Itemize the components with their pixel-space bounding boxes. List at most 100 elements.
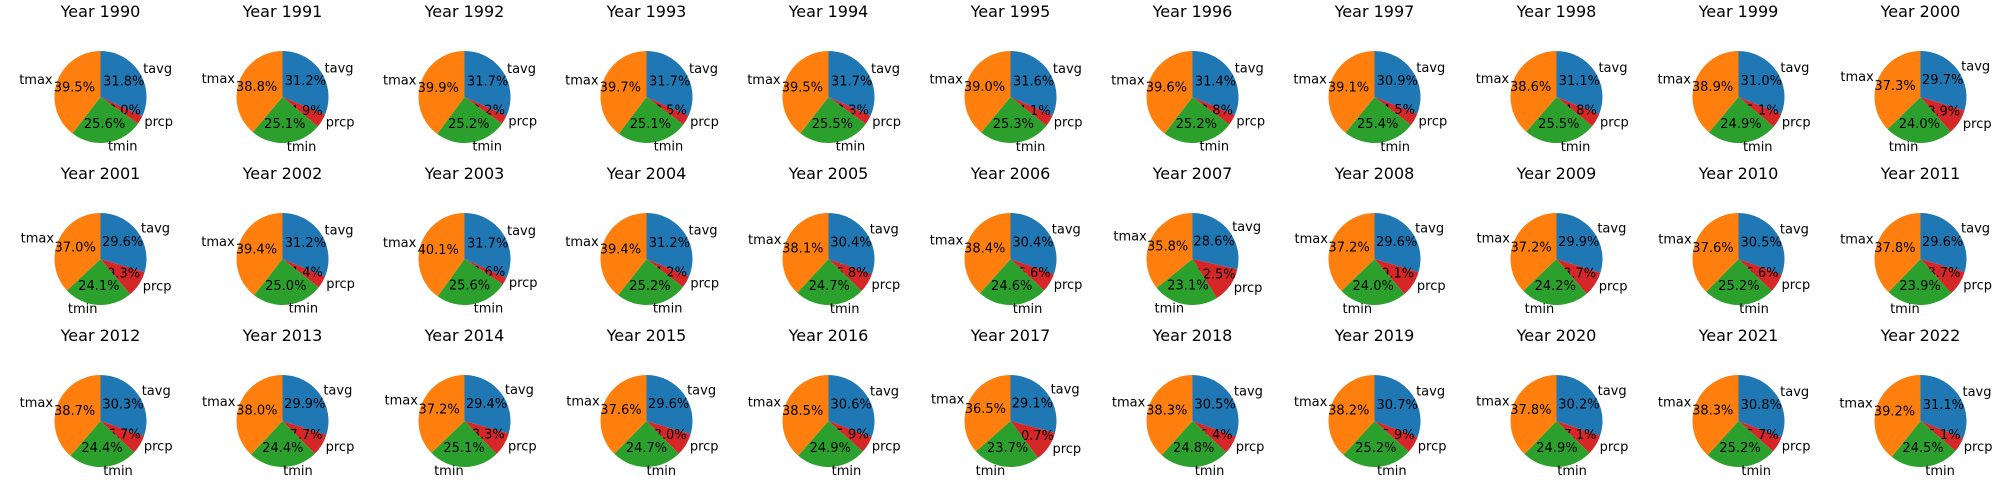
pie-title: Year 2016 xyxy=(788,326,869,345)
pie-slice-tavg xyxy=(646,213,693,277)
slice-percent-label: 31.8% xyxy=(103,75,144,90)
slice-category-label: tmin xyxy=(1741,464,1771,479)
slice-category-label: tmax xyxy=(1294,232,1328,247)
slice-category-label: prcp xyxy=(1052,442,1081,457)
pie-slice-prcp xyxy=(1374,421,1418,452)
pie-slice-prcp xyxy=(1738,421,1782,452)
slice-percent-label: 30.2% xyxy=(1558,397,1599,412)
pie-chart: Year 200929.9%tavg8.7%prcp24.2%tmin37.2%… xyxy=(1477,164,1628,317)
pie-slice-tavg xyxy=(100,213,147,273)
slice-percent-label: 31.7% xyxy=(831,74,872,89)
pie-title: Year 2018 xyxy=(1152,326,1233,345)
pie-slice-tavg xyxy=(828,375,875,437)
pie-slice-prcp xyxy=(1192,259,1238,298)
slice-category-label: tmin xyxy=(1557,464,1587,479)
pie-slice-prcp xyxy=(464,259,507,285)
slice-percent-label: 39.0% xyxy=(964,80,1005,95)
slice-percent-label: 25.6% xyxy=(84,117,125,132)
slice-category-label: prcp xyxy=(1054,116,1083,131)
slice-category-label: tmin xyxy=(434,464,464,479)
pie-slice-tavg xyxy=(1374,51,1421,114)
slice-percent-label: 25.2% xyxy=(629,279,670,294)
slice-percent-label: 23.9% xyxy=(1899,279,1940,294)
slice-category-label: tmax xyxy=(1840,233,1874,248)
slice-category-label: tmin xyxy=(1925,464,1955,479)
pie-chart: Year 200331.7%tavg2.6%prcp25.6%tmin40.1%… xyxy=(383,164,538,316)
slice-percent-label: 31.2% xyxy=(285,74,326,89)
slice-percent-label: 24.0% xyxy=(1899,117,1940,132)
pie-slice-tavg xyxy=(282,213,329,277)
pie-slice-prcp xyxy=(282,421,327,454)
slice-category-label: tmax xyxy=(565,73,599,88)
slice-percent-label: 24.0% xyxy=(1353,279,1394,294)
pie-slice-tmin xyxy=(979,259,1045,305)
pie-slice-tavg xyxy=(1556,51,1603,115)
pie-slice-prcp xyxy=(1556,421,1601,454)
slice-category-label: tavg xyxy=(323,384,352,399)
pie-title: Year 1991 xyxy=(242,2,323,21)
slice-percent-label: 38.3% xyxy=(1692,404,1733,419)
slice-category-label: tmax xyxy=(929,72,963,87)
slice-percent-label: 24.7% xyxy=(626,441,667,456)
pie-slice-tmin xyxy=(798,421,863,468)
slice-category-label: tmin xyxy=(1377,464,1407,479)
slice-percent-label: 38.6% xyxy=(1510,80,1551,95)
pie-slice-tmin xyxy=(1343,421,1409,468)
pie-title: Year 1990 xyxy=(60,2,141,21)
slice-category-label: prcp xyxy=(144,440,173,455)
pie-chart: Year 199631.4%tavg3.8%prcp25.2%tmin39.6%… xyxy=(1111,2,1265,155)
slice-percent-label: 31.4% xyxy=(1195,74,1236,89)
slice-percent-label: 31.2% xyxy=(649,236,690,251)
slice-percent-label: 39.1% xyxy=(1328,80,1369,95)
slice-percent-label: 24.8% xyxy=(1173,441,1214,456)
pie-slice-prcp xyxy=(282,97,326,127)
pie-chart: Year 200431.2%tavg4.2%prcp25.2%tmin39.4%… xyxy=(565,164,719,317)
pie-title: Year 2021 xyxy=(1698,326,1779,345)
slice-category-label: tavg xyxy=(325,61,354,76)
pie-slice-prcp xyxy=(282,259,326,288)
slice-percent-label: 40.1% xyxy=(418,243,459,258)
slice-category-label: prcp xyxy=(1418,440,1447,455)
slice-percent-label: 23.1% xyxy=(1167,279,1208,294)
pie-slice-prcp xyxy=(464,421,509,454)
pie-slice-tmin xyxy=(1161,421,1227,468)
pie-slice-tmax xyxy=(1692,51,1739,133)
pie-slice-tmax xyxy=(1692,375,1739,456)
slice-category-label: prcp xyxy=(1419,114,1448,129)
slice-percent-label: 30.7% xyxy=(1377,398,1418,413)
slice-percent-label: 25.2% xyxy=(448,117,489,132)
slice-percent-label: 24.9% xyxy=(1536,441,1577,456)
pie-title: Year 2010 xyxy=(1698,164,1779,183)
pie-title: Year 2022 xyxy=(1880,326,1961,345)
slice-category-label: tmax xyxy=(383,236,417,251)
slice-category-label: tavg xyxy=(1962,385,1991,400)
slice-category-label: prcp xyxy=(1236,440,1265,455)
pie-chart: Year 199431.7%tavg3.3%prcp25.5%tmin39.5%… xyxy=(747,2,901,155)
slice-category-label: tmax xyxy=(1476,395,1510,410)
slice-category-label: tmin xyxy=(1154,301,1184,316)
pie-slice-tmax xyxy=(1146,375,1193,456)
pie-slice-prcp xyxy=(1556,97,1600,127)
pie-chart: Year 200231.2%tavg4.4%prcp25.0%tmin39.4%… xyxy=(201,164,355,317)
slice-percent-label: 37.6% xyxy=(1692,241,1733,256)
slice-category-label: tmax xyxy=(21,231,55,246)
slice-category-label: prcp xyxy=(872,278,901,293)
slice-category-label: tmax xyxy=(201,235,235,250)
slice-category-label: tmax xyxy=(1657,72,1691,87)
pie-title: Year 2003 xyxy=(424,164,505,183)
slice-percent-label: 29.6% xyxy=(1922,235,1963,250)
pie-slice-tmax xyxy=(1510,213,1557,291)
slice-category-label: tmin xyxy=(103,464,133,479)
pie-slice-tavg xyxy=(1374,213,1421,273)
slice-percent-label: 38.5% xyxy=(782,404,823,419)
pie-slice-tavg xyxy=(464,213,511,278)
slice-percent-label: 29.4% xyxy=(466,397,507,412)
pie-slice-tavg xyxy=(1738,213,1785,275)
slice-category-label: prcp xyxy=(508,439,537,454)
slice-category-label: prcp xyxy=(1782,440,1811,455)
slice-category-label: prcp xyxy=(1600,115,1629,130)
slice-percent-label: 29.7% xyxy=(1922,73,1963,88)
pie-slice-prcp xyxy=(100,259,145,295)
pie-slice-tmax xyxy=(1692,213,1739,292)
pie-chart: Year 201729.1%tavg10.7%prcp23.7%tmin36.5… xyxy=(931,326,1081,479)
